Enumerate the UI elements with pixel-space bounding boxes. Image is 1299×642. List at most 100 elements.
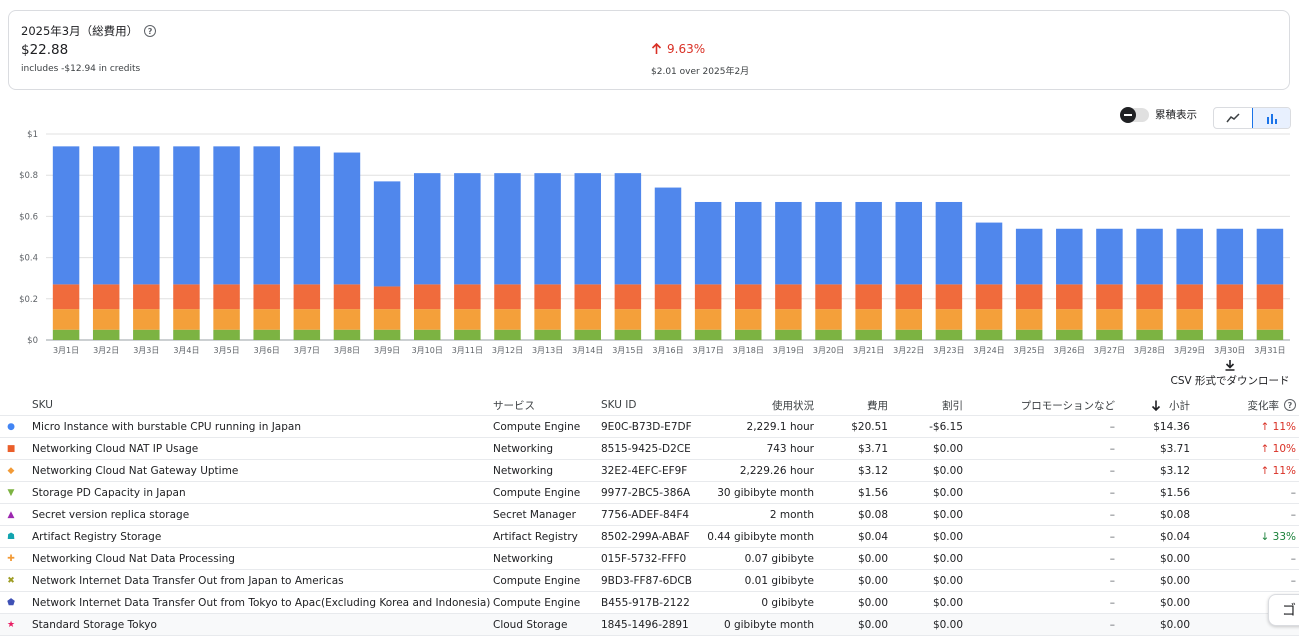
bar-segment[interactable] <box>133 284 160 310</box>
bar-segment[interactable] <box>1136 329 1163 340</box>
bar-segment[interactable] <box>1056 284 1083 310</box>
bar-segment[interactable] <box>333 309 361 330</box>
table-row[interactable]: ☗ Artifact Registry Storage Artifact Regis… <box>0 526 1299 548</box>
bar-segment[interactable] <box>373 286 401 310</box>
bar-segment[interactable] <box>1256 329 1284 340</box>
bar-segment[interactable] <box>895 284 923 310</box>
bar-segment[interactable] <box>935 309 963 330</box>
bar-segment[interactable] <box>333 152 361 285</box>
bar-segment[interactable] <box>133 146 160 285</box>
bar-segment[interactable] <box>1096 284 1123 310</box>
header-service[interactable]: サービス <box>493 399 535 412</box>
bar-segment[interactable] <box>413 329 441 340</box>
bar-segment[interactable] <box>654 187 682 285</box>
bar-segment[interactable] <box>413 173 441 285</box>
bar-segment[interactable] <box>413 309 441 330</box>
bar-chart-button[interactable] <box>1252 108 1290 128</box>
bar-segment[interactable] <box>333 329 361 340</box>
bar-segment[interactable] <box>775 309 802 330</box>
bar-segment[interactable] <box>815 309 842 330</box>
cumulative-toggle[interactable]: 累積表示 <box>1120 106 1197 123</box>
bar-segment[interactable] <box>1015 309 1043 330</box>
bar-segment[interactable] <box>1256 309 1284 330</box>
help-icon[interactable]: ? <box>144 25 157 37</box>
table-row[interactable]: ✖ Network Internet Data Transfer Out from… <box>0 570 1299 592</box>
line-chart-button[interactable] <box>1214 108 1252 128</box>
bar-segment[interactable] <box>454 284 481 310</box>
bar-segment[interactable] <box>293 329 321 340</box>
bar-segment[interactable] <box>1176 329 1203 340</box>
toggle-switch[interactable] <box>1120 106 1149 123</box>
side-panel-button[interactable]: ゴ <box>1268 594 1299 626</box>
bar-segment[interactable] <box>333 284 361 310</box>
bar-segment[interactable] <box>895 329 923 340</box>
bar-segment[interactable] <box>454 309 481 330</box>
bar-segment[interactable] <box>173 146 200 285</box>
bar-segment[interactable] <box>574 309 601 330</box>
header-subtotal[interactable]: 小計 <box>1130 395 1190 415</box>
bar-segment[interactable] <box>735 284 762 310</box>
bar-segment[interactable] <box>213 284 240 310</box>
bar-segment[interactable] <box>694 201 722 285</box>
table-row[interactable]: ✚ Networking Cloud Nat Data Processing Net… <box>0 548 1299 570</box>
bar-segment[interactable] <box>855 309 882 330</box>
bar-segment[interactable] <box>855 329 882 340</box>
bar-segment[interactable] <box>253 309 280 330</box>
bar-segment[interactable] <box>1176 284 1203 310</box>
bar-segment[interactable] <box>1256 228 1284 285</box>
header-sku-id[interactable]: SKU ID <box>601 399 637 411</box>
bar-segment[interactable] <box>534 309 561 330</box>
bar-segment[interactable] <box>52 309 80 330</box>
bar-segment[interactable] <box>694 329 722 340</box>
bar-segment[interactable] <box>855 284 882 310</box>
bar-segment[interactable] <box>253 146 280 285</box>
bar-segment[interactable] <box>1216 284 1244 310</box>
bar-segment[interactable] <box>574 284 601 310</box>
bar-segment[interactable] <box>173 329 200 340</box>
bar-segment[interactable] <box>654 329 682 340</box>
table-row[interactable]: ▼ Storage PD Capacity in Japan Compute Eng… <box>0 482 1299 504</box>
bar-segment[interactable] <box>1015 284 1043 310</box>
bar-segment[interactable] <box>975 329 1003 340</box>
bar-segment[interactable] <box>975 309 1003 330</box>
bar-segment[interactable] <box>574 329 601 340</box>
bar-segment[interactable] <box>975 284 1003 310</box>
bar-segment[interactable] <box>52 146 80 285</box>
bar-segment[interactable] <box>694 309 722 330</box>
bar-segment[interactable] <box>614 309 642 330</box>
bar-segment[interactable] <box>373 329 401 340</box>
bar-segment[interactable] <box>373 309 401 330</box>
bar-segment[interactable] <box>1256 284 1284 310</box>
bar-segment[interactable] <box>735 329 762 340</box>
header-cost[interactable]: 費用 <box>867 399 888 412</box>
table-row[interactable]: ★ Standard Storage Tokyo Cloud Storage 1845… <box>0 614 1299 636</box>
bar-segment[interactable] <box>454 173 481 285</box>
bar-segment[interactable] <box>1216 228 1244 285</box>
bar-segment[interactable] <box>775 329 802 340</box>
header-usage[interactable]: 使用状況 <box>772 399 814 412</box>
table-row[interactable]: ■ Networking Cloud NAT IP Usage Networking… <box>0 438 1299 460</box>
bar-segment[interactable] <box>293 146 321 285</box>
bar-segment[interactable] <box>1056 309 1083 330</box>
bar-segment[interactable] <box>534 329 561 340</box>
bar-segment[interactable] <box>654 284 682 310</box>
header-promotions[interactable]: プロモーションなど <box>1020 399 1115 412</box>
header-sku[interactable]: SKU <box>32 399 53 411</box>
bar-segment[interactable] <box>494 173 521 285</box>
bar-segment[interactable] <box>775 284 802 310</box>
bar-segment[interactable] <box>92 284 120 310</box>
table-row[interactable]: ▲ Secret version replica storage Secret Ma… <box>0 504 1299 526</box>
table-row[interactable]: ⬟ Network Internet Data Transfer Out from… <box>0 592 1299 614</box>
bar-segment[interactable] <box>293 284 321 310</box>
bar-segment[interactable] <box>1056 329 1083 340</box>
bar-segment[interactable] <box>534 173 561 285</box>
bar-segment[interactable] <box>735 201 762 285</box>
bar-segment[interactable] <box>694 284 722 310</box>
bar-segment[interactable] <box>1136 228 1163 285</box>
bar-segment[interactable] <box>1096 309 1123 330</box>
bar-segment[interactable] <box>213 309 240 330</box>
bar-segment[interactable] <box>654 309 682 330</box>
bar-segment[interactable] <box>1176 309 1203 330</box>
bar-segment[interactable] <box>534 284 561 310</box>
bar-segment[interactable] <box>494 284 521 310</box>
